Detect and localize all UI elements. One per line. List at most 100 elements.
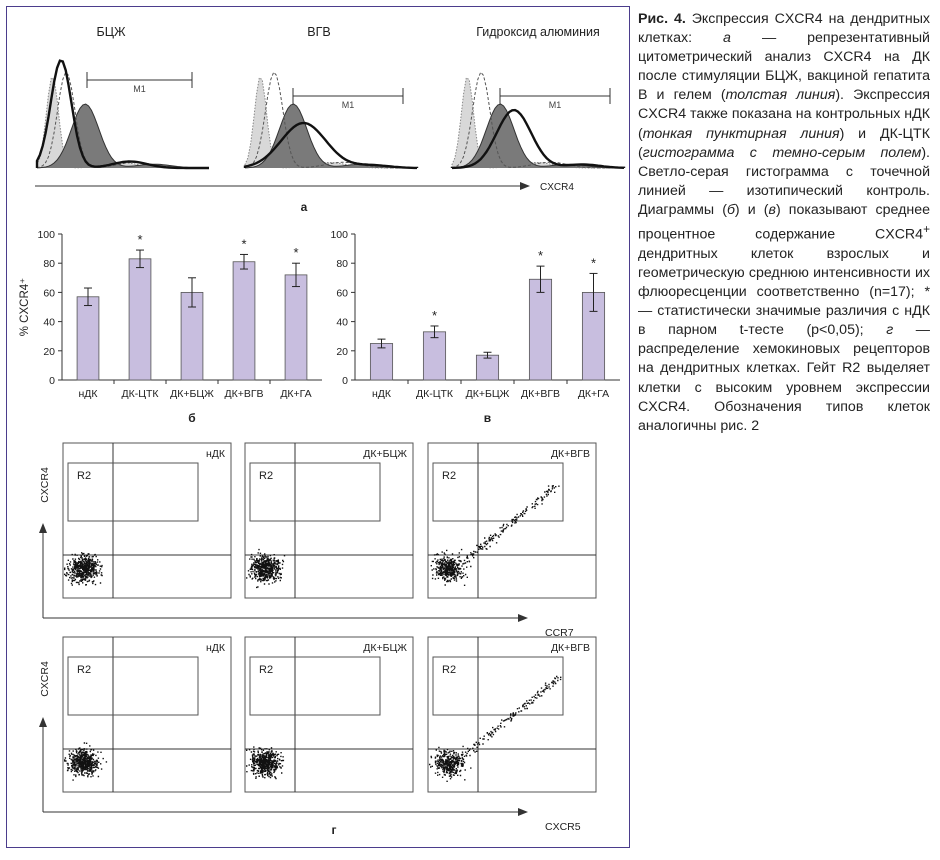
gate-r2-label: R2 [77,664,91,676]
dot-plot-title: нДК [206,642,226,654]
figure-caption: Рис. 4. Экспрессия CXCR4 на дендритных к… [638,10,930,436]
y-tick-label: 80 [336,258,348,270]
histogram-title: Гидроксид алюминия [476,25,600,39]
significance-star: * [591,255,596,270]
gate-m1-label: M1 [549,100,562,110]
ndk-histogram [244,71,417,169]
caption-italic: а [723,30,731,47]
stimulated-dc-histogram [243,121,419,170]
caption-text: ) показывают среднее процентное содержан… [638,201,930,243]
bar [369,343,394,381]
gate-r2-box [432,656,564,716]
caption-italic: толстая линия [725,87,836,104]
y-tick-label: 0 [49,375,55,387]
category-label: ДК+ГА [578,388,609,400]
y-tick-label: 60 [43,287,55,299]
caption-italic: г [886,322,894,339]
panel-letter-a: а [301,200,308,214]
category-label: ДК+ГА [280,388,311,400]
dot-plot-y-label: CXCR4 [39,661,51,697]
caption-text: Экспрессия CXCR4 на дендритных клетках: [638,11,930,47]
figure-panels: БЦЖ M1 ВГВ M1 Гидроксид алюминия M1 CXCR4 а 0 20… [19,25,626,837]
dot-plot-title: нДК [206,448,226,460]
y-tick-label: 40 [336,317,348,329]
panel-v-bar-chart: 0 20 40 60 80 100 нДК * ДК-ЦТК ДК+БЦЖ * ДК+ВГВ * ДК+Г… [330,229,620,425]
bar [76,296,100,381]
caption-italic: тонкая пунктирная линия [642,125,840,142]
category-label: ДК+ВГВ [521,388,560,400]
dot-plot-title: ДК+БЦЖ [363,642,407,654]
significance-star: * [137,232,142,247]
gate-r2-box [67,462,199,522]
gate-m1-label: M1 [133,84,146,94]
event-dots [429,675,562,782]
caption-text: — репрезентативный цитометрический анали… [638,30,930,104]
gate-r2-label: R2 [442,470,456,482]
caption-text: дендритных клеток взрослых и геометричес… [638,245,930,339]
category-label: ДК-ЦТК [416,388,454,400]
y-tick-label: 0 [342,375,348,387]
axis-arrow-icon [518,614,528,622]
bar [284,274,308,381]
panel-letter: б [188,411,195,425]
ndk-histogram [451,71,624,169]
event-dots [246,548,286,589]
bar [528,278,553,381]
dot-plot-y-label: CXCR4 [39,467,51,503]
caption-italic: б [726,201,735,218]
axis-arrow-icon [518,808,528,816]
event-dots [64,552,103,586]
event-dots [246,746,285,780]
y-tick-label: 60 [336,287,348,299]
panel-letter: в [484,411,491,425]
gate-r2-box [67,656,199,716]
category-label: ДК-ЦТК [121,388,159,400]
bar [422,331,447,381]
dot-plot-title: ДК+ВГВ [551,448,590,460]
category-label: нДК [78,388,98,400]
histogram-title: ВГВ [307,25,330,39]
y-tick-label: 20 [336,346,348,358]
dc-ctk-histogram [451,103,624,169]
y-axis-label: % CXCR4⁺ [19,278,31,336]
axis-arrow-icon [520,182,530,190]
caption-fig-label: Рис. 4. [638,11,686,27]
gate-r2-label: R2 [259,664,273,676]
histogram-x-axis-label: CXCR4 [540,182,574,193]
gate-r2-label: R2 [442,664,456,676]
y-tick-label: 40 [43,317,55,329]
category-label: ДК+ВГВ [224,388,263,400]
gate-r2-box [249,462,381,522]
dot-plot-title: ДК+ВГВ [551,642,590,654]
dc-ctk-histogram [36,103,209,169]
significance-star: * [538,248,543,263]
caption-text: ). Светло-серая гистограмма с точечной л… [638,144,930,218]
gate-r2-box [432,462,564,522]
dot-plot-title: ДК+БЦЖ [363,448,407,460]
bar [128,258,152,381]
y-tick-label: 80 [43,258,55,270]
event-dots [430,485,560,586]
caption-italic: в [768,201,776,218]
gate-r2-label: R2 [259,470,273,482]
category-label: ДК+БЦЖ [466,388,510,400]
y-tick-label: 100 [330,229,348,241]
caption-text: ) и ( [734,201,769,218]
histogram-title: БЦЖ [97,25,126,39]
category-label: нДК [372,388,392,400]
panel-a-histograms: БЦЖ M1 ВГВ M1 Гидроксид алюминия M1 CXCR4 а [35,25,626,214]
significance-star: * [293,245,298,260]
significance-star: * [241,236,246,251]
gate-r2-box [249,656,381,716]
bar [475,354,500,381]
panel-letter-g: г [332,823,337,837]
caption-text: ) и ДК-ЦТК ( [638,125,930,161]
figure-frame [6,6,630,848]
caption-text: ). Экспрессия CXCR4 также показана на ко… [638,87,930,142]
panel-g-scatter: R2 нДК R2 ДК+БЦЖ R2 ДК+ВГВ CXCR4 CCR7 R2 нДК R2 ДК+… [39,442,597,837]
stimulated-dc-histogram [450,108,626,170]
category-label: ДК+БЦЖ [170,388,214,400]
bar [232,261,256,381]
caption-superscript: + [923,222,930,237]
y-tick-label: 100 [37,229,55,241]
